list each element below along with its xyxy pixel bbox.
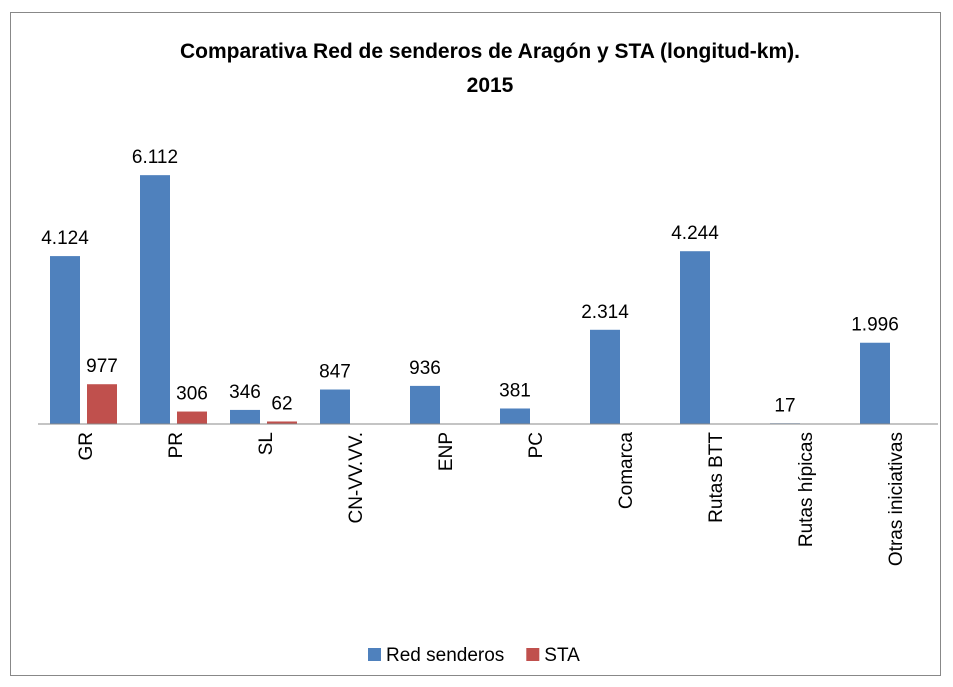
bar [410,385,440,424]
legend-label: Red senderos [386,645,504,666]
legend-label: STA [544,645,580,666]
legend-swatch [368,648,381,661]
data-label: 306 [176,384,208,405]
bar [680,251,710,424]
data-label: 381 [499,380,531,401]
bar [500,408,530,424]
data-label: 2.314 [581,302,629,323]
data-label: 62 [271,393,292,414]
x-tick-label: CN-VV.VV. [346,432,367,524]
bar [87,384,117,424]
x-tick-label: ENP [436,432,457,471]
bar [50,256,80,424]
x-tick-label: SL [256,432,277,455]
x-tick-label: GR [76,432,97,461]
data-label: 977 [86,356,118,377]
legend-swatch [526,648,540,661]
data-label: 847 [319,362,351,383]
x-tick-label: Rutas hípicas [796,432,817,547]
data-label: 6.112 [132,147,178,168]
bar [230,409,260,424]
data-label: 936 [409,358,441,379]
chart-title: Comparativa Red de senderos de Aragón y … [180,40,800,63]
bar [177,411,207,424]
x-tick-label: PR [166,432,187,458]
bar [267,421,297,424]
x-tick-label: Comarca [616,432,637,510]
x-tick-label: Rutas BTT [706,432,727,523]
data-label: 346 [229,382,261,403]
data-label: 1.996 [851,315,899,336]
x-tick-label: Otras iniciativas [886,432,907,566]
bar [860,342,890,424]
chart-title: 2015 [467,74,514,97]
x-tick-label: PC [526,432,547,458]
bar [140,175,170,424]
data-label: 4.244 [671,223,719,244]
bar [320,389,350,424]
data-label: 4.124 [41,228,89,249]
bar [590,329,620,424]
data-label: 17 [774,395,795,416]
